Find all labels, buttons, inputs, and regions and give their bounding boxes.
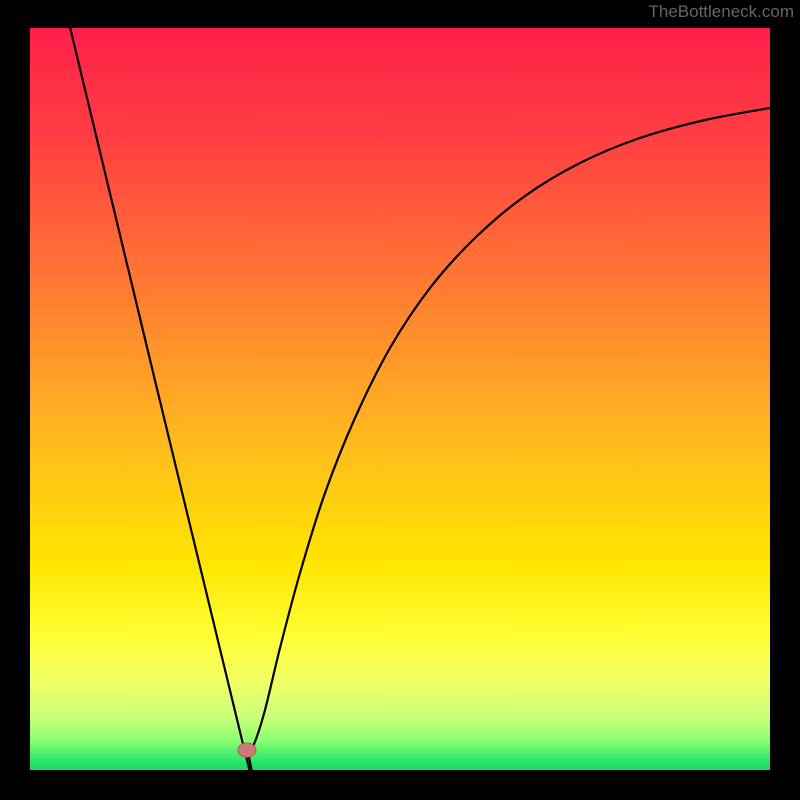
bottleneck-curve (69, 28, 770, 770)
min-marker (238, 743, 256, 757)
plot-area (30, 28, 770, 770)
curve-svg (30, 28, 770, 770)
watermark-text: TheBottleneck.com (648, 2, 794, 22)
